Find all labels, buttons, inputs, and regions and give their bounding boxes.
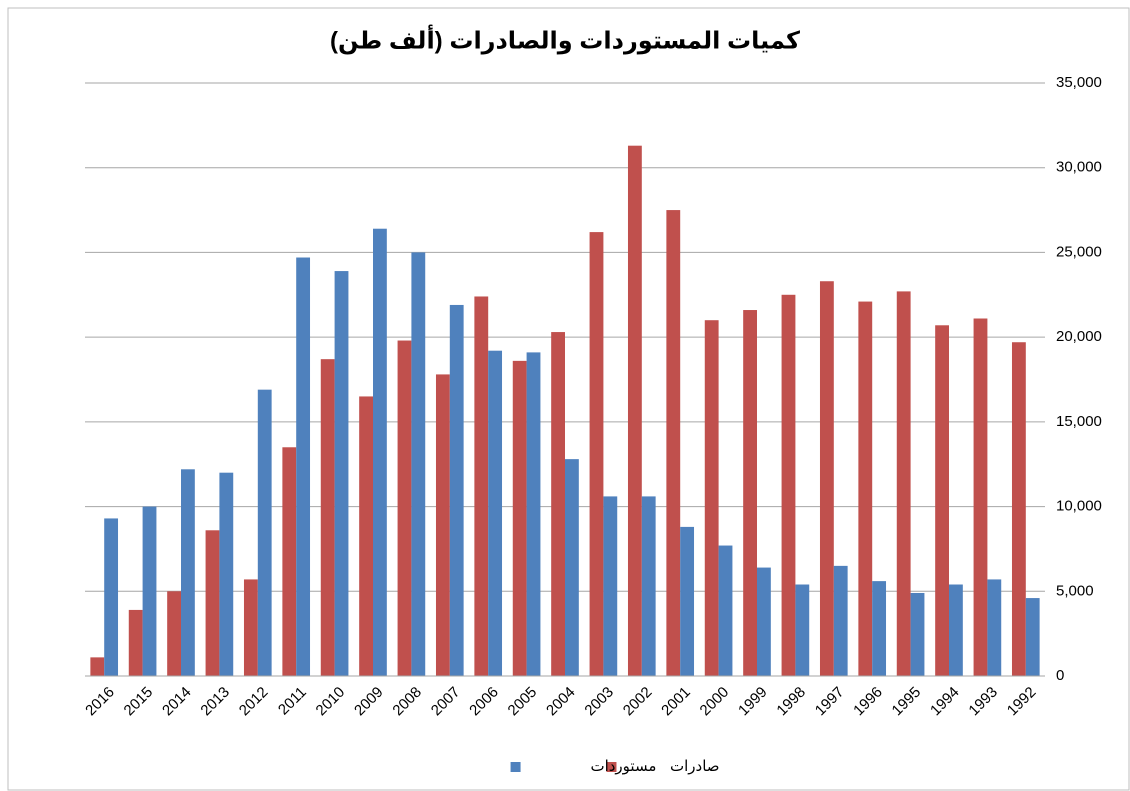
bar (167, 591, 181, 676)
bar (757, 567, 771, 676)
bar (973, 318, 988, 676)
bar (142, 506, 157, 676)
bar (435, 374, 450, 676)
legend-swatch (510, 762, 521, 772)
bar (104, 518, 119, 676)
bar (181, 469, 195, 676)
bar (334, 271, 349, 676)
bar (704, 320, 719, 676)
bar (373, 228, 387, 677)
bar (359, 396, 373, 676)
bar (512, 360, 527, 676)
bar (987, 579, 1002, 676)
bar (219, 472, 234, 676)
bar (296, 257, 311, 676)
y-tick-label: 10,000 (1056, 498, 1102, 515)
bar (320, 359, 335, 676)
bar (858, 301, 873, 676)
legend-swatch (606, 762, 617, 772)
y-tick-label: 30,000 (1056, 159, 1102, 176)
bar (833, 565, 848, 676)
y-tick-label: 5,000 (1056, 582, 1094, 599)
bar (1025, 598, 1040, 676)
bar (795, 584, 810, 676)
bar (488, 350, 503, 676)
bar (910, 592, 925, 676)
bar (589, 232, 604, 676)
bar (641, 496, 656, 676)
y-tick-label: 15,000 (1056, 413, 1102, 430)
bar (411, 252, 426, 676)
bar (128, 609, 143, 676)
bar (743, 310, 757, 676)
bar (819, 281, 834, 676)
bar (896, 291, 911, 676)
bar (718, 545, 733, 676)
bar (449, 304, 464, 676)
bar (565, 459, 579, 676)
legend-label: مستوردات (590, 758, 656, 775)
y-tick-label: 35,000 (1056, 74, 1102, 91)
bar (627, 145, 642, 676)
chart-title: كميات المستوردات والصادرات (ألف طن) (330, 24, 800, 54)
bar (205, 530, 220, 676)
bar (666, 210, 681, 677)
bar (935, 325, 949, 676)
bar (526, 352, 541, 676)
legend-label: صادرات (670, 758, 720, 775)
y-tick-label: 20,000 (1056, 328, 1102, 345)
bar (257, 389, 272, 676)
bar (282, 447, 297, 676)
bar (680, 526, 695, 676)
bar (781, 294, 796, 676)
bar (243, 579, 258, 676)
bar (603, 496, 618, 676)
bar (1011, 342, 1026, 676)
y-tick-label: 25,000 (1056, 243, 1102, 260)
bar (872, 581, 887, 676)
bar (949, 584, 963, 676)
bar (551, 332, 565, 676)
y-tick-label: 0 (1056, 667, 1064, 684)
bar (397, 340, 412, 676)
bar (474, 296, 489, 676)
bar (90, 657, 105, 676)
